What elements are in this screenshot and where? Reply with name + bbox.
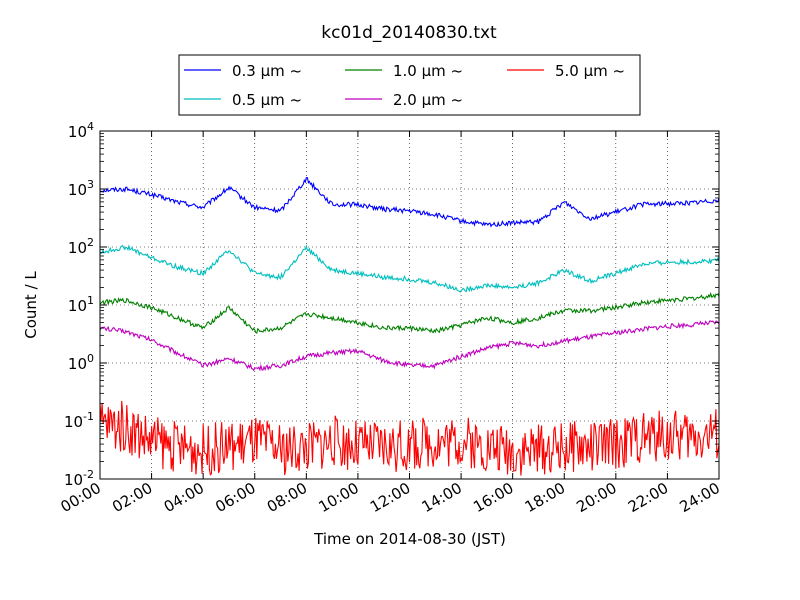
y-tick-base: 10	[68, 123, 87, 141]
legend-label: 0.5 µm ~	[232, 91, 302, 109]
series-line-2	[99, 291, 720, 334]
y-tick-base: 10	[68, 297, 87, 315]
legend-label: 5.0 µm ~	[555, 62, 625, 80]
x-tick-label: 10:00	[315, 479, 361, 516]
y-tick-exponent: 1	[87, 294, 94, 307]
legend-box	[178, 54, 641, 116]
series-line-1	[99, 244, 720, 293]
chart-title: kc01d_20140830.txt	[321, 23, 497, 43]
y-tick-label: 102	[68, 236, 94, 257]
x-tick-label: 08:00	[264, 479, 310, 516]
y-tick-exponent: -2	[83, 468, 94, 481]
legend-label: 0.3 µm ~	[232, 62, 302, 80]
y-tick-label: 103	[68, 178, 94, 199]
series-layer	[99, 177, 720, 476]
y-tick-exponent: 3	[87, 178, 94, 191]
y-tick-exponent: 2	[87, 236, 94, 249]
series-line-4	[99, 400, 720, 476]
x-tick-label: 14:00	[419, 479, 465, 516]
x-tick-label: 06:00	[212, 479, 258, 516]
y-tick-base: 10	[64, 471, 83, 489]
series-line-0	[99, 177, 720, 228]
y-tick-label: 100	[68, 352, 94, 373]
y-tick-base: 10	[64, 413, 83, 431]
x-tick-label: 16:00	[470, 479, 516, 516]
x-tick-label: 02:00	[109, 479, 155, 516]
y-tick-label: 104	[68, 120, 94, 141]
y-tick-base: 10	[68, 239, 87, 257]
y-tick-base: 10	[68, 181, 87, 199]
y-tick-exponent: -1	[83, 410, 94, 423]
y-tick-base: 10	[68, 355, 87, 373]
y-tick-exponent: 0	[87, 352, 94, 365]
legend-label: 1.0 µm ~	[393, 62, 463, 80]
x-tick-label: 18:00	[522, 479, 568, 516]
y-tick-label: 10-1	[64, 410, 94, 431]
y-axis-label: Count / L	[22, 271, 40, 339]
x-tick-label: 12:00	[367, 479, 413, 516]
series-line-3	[99, 320, 720, 372]
y-tick-label: 10-2	[64, 468, 94, 489]
y-tick-exponent: 4	[87, 120, 94, 133]
legend-label: 2.0 µm ~	[393, 91, 463, 109]
y-tick-label: 101	[68, 294, 94, 315]
x-tick-label: 22:00	[625, 479, 671, 516]
legend: 0.3 µm ~ 0.5 µm ~ 1.0 µm ~ 2.0 µm ~ 5.0 µm ~	[178, 54, 641, 116]
x-tick-label: 04:00	[161, 479, 207, 516]
x-axis-label: Time on 2014-08-30 (JST)	[313, 530, 506, 548]
x-tick-label: 24:00	[677, 479, 723, 516]
x-tick-label: 20:00	[573, 479, 619, 516]
